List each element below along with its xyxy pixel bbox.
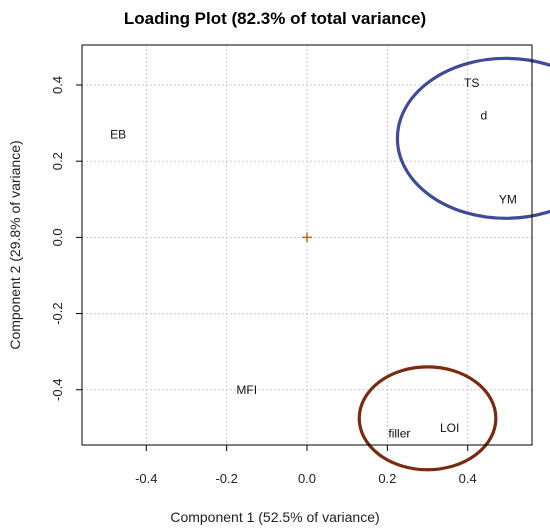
point-label-d: d [480,108,487,122]
highlight-ellipse-1 [395,56,550,220]
x-tick-label: 0.0 [298,471,316,486]
y-tick-label: 0.2 [50,152,65,170]
x-tick-label: 0.4 [459,471,477,486]
x-tick-label: -0.2 [215,471,237,486]
highlight-ellipse-2 [357,365,498,472]
x-tick-label: -0.4 [135,471,157,486]
y-axis-label: Component 2 (29.8% of variance) [7,140,23,349]
y-tick-label: 0.0 [50,228,65,246]
grid-lines [82,45,532,445]
y-tick-label: -0.4 [50,379,65,401]
x-tick-label: 0.2 [378,471,396,486]
y-tick-label: 0.4 [50,76,65,94]
x-axis-ticks: -0.4 -0.2 0.0 0.2 0.4 [135,445,477,486]
point-label-loi: LOI [440,421,459,435]
y-axis-ticks: -0.4 -0.2 0.0 0.2 0.4 [50,76,82,401]
point-label-filler: filler [388,427,410,441]
point-label-eb: EB [110,128,126,142]
y-tick-label: -0.2 [50,302,65,324]
highlight-ellipses [357,56,550,472]
point-labels: EB TS d YM MFI filler LOI [110,76,517,440]
origin-marker [302,232,312,243]
point-label-ym: YM [499,192,517,206]
x-axis-label: Component 1 (52.5% of variance) [170,509,379,525]
point-label-ts: TS [464,76,479,90]
point-label-mfi: MFI [236,383,257,397]
chart-title: Loading Plot (82.3% of total variance) [124,9,426,28]
